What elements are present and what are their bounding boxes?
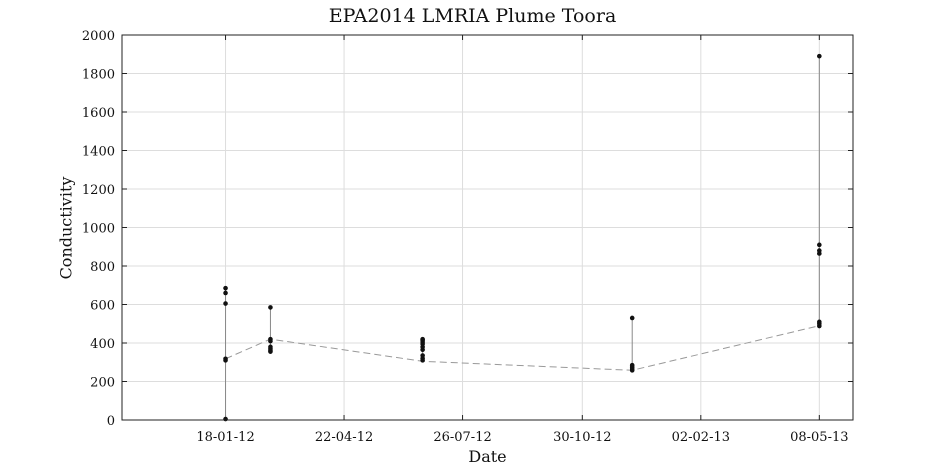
data-point	[629, 315, 635, 321]
chart-title: EPA2014 LMRIA Plume Toora	[328, 5, 617, 27]
x-axis-label: Date	[468, 447, 507, 466]
trend-line	[225, 325, 820, 371]
y-tick-label: 600	[90, 299, 115, 314]
x-tick-label: 08-05-13	[790, 430, 848, 445]
y-tick-label: 0	[107, 414, 115, 429]
x-tick-label: 30-10-12	[553, 430, 611, 445]
y-tick-label: 200	[90, 376, 115, 391]
data-point	[268, 344, 273, 350]
x-tick-label: 26-07-12	[433, 430, 491, 445]
data-point	[223, 416, 228, 422]
data-point	[817, 53, 822, 59]
data-point	[268, 305, 273, 310]
data-points	[223, 53, 822, 422]
grid-lines	[122, 34, 853, 421]
plot-frame	[121, 34, 854, 421]
data-point	[223, 290, 228, 296]
data-point	[817, 248, 822, 253]
trend-line-group	[225, 325, 820, 371]
range-lines	[225, 56, 820, 420]
data-point	[223, 356, 228, 362]
x-tick-label: 02-02-13	[672, 430, 730, 445]
y-tick-label: 1000	[82, 222, 115, 237]
x-tick-labels: 18-01-12 22-04-12 26-07-12 30-10-12 02-02-13…	[196, 430, 848, 445]
y-tick-labels: 0 200 400 600 800 1000 1200 1400 1600 1800 2000	[82, 29, 115, 429]
x-tick-label: 22-04-12	[315, 430, 373, 445]
y-tick-label: 800	[90, 260, 115, 275]
data-point	[223, 301, 228, 306]
y-tick-label: 2000	[82, 29, 115, 44]
data-point	[817, 319, 822, 325]
data-point	[420, 353, 425, 358]
data-point	[817, 242, 822, 248]
y-tick-label: 1400	[82, 145, 115, 160]
data-point	[223, 285, 228, 291]
x-tick-label: 18-01-12	[196, 430, 254, 445]
y-tick-label: 1800	[82, 68, 115, 83]
data-point	[268, 336, 273, 342]
data-point	[420, 336, 425, 342]
y-tick-label: 1200	[82, 183, 115, 198]
y-tick-label: 400	[90, 337, 115, 352]
data-point	[629, 362, 635, 368]
y-tick-label: 1600	[82, 106, 115, 121]
